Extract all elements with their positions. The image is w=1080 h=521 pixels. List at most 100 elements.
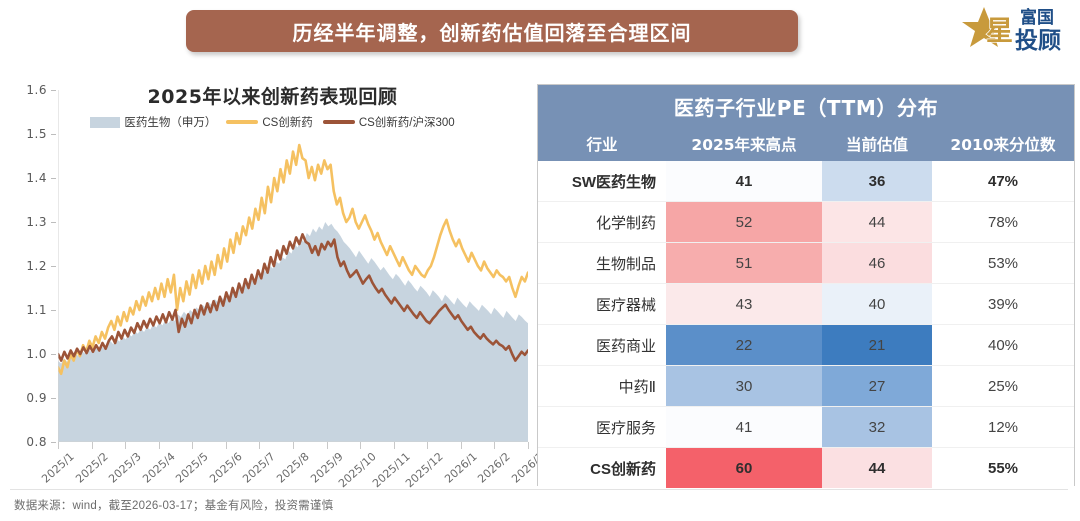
legend-label-brown: CS创新药/沪深300	[358, 117, 455, 129]
cell-percentile: 39%	[932, 284, 1074, 324]
table-row: SW医药生物 41 36 47%	[538, 161, 1074, 202]
x-axis-tick	[58, 442, 59, 449]
legend-label-area: 医药生物（申万）	[124, 117, 217, 129]
x-axis-tick-label: 2025/4	[139, 450, 178, 486]
table-row: CS创新药 60 44 55%	[538, 448, 1074, 488]
cell-percentile: 78%	[932, 202, 1074, 242]
cell-industry: 医药商业	[538, 325, 666, 365]
series-area-医药生物（申万）	[58, 222, 528, 442]
x-axis-tick-label: 2025/1	[39, 450, 77, 486]
x-axis-tick-label: 2026/1	[442, 450, 480, 486]
y-axis-tick-label: 1.0	[26, 347, 47, 361]
x-axis-tick-label: 2025/3	[106, 450, 144, 486]
cell-industry: 生物制品	[538, 243, 666, 283]
cell-high: 41	[666, 407, 822, 447]
x-axis-tick	[460, 442, 462, 449]
x-axis-tick	[326, 442, 328, 449]
x-axis-tick	[259, 442, 261, 449]
legend-item-gold: CS创新药	[226, 114, 313, 130]
x-axis-tick	[91, 442, 93, 449]
y-axis-tick	[51, 398, 56, 399]
x-axis-tick	[158, 442, 160, 449]
legend-swatch-gold-icon	[226, 120, 259, 124]
cell-current: 46	[822, 243, 932, 283]
y-axis: 0.8 0.9 1.0 1.1 1.2 1.3 1.4 1.5 1.6	[10, 83, 56, 449]
series-line-CS创新药/沪深300	[58, 233, 528, 362]
x-axis-tick	[125, 442, 127, 449]
column-header-current: 当前估值	[845, 136, 908, 154]
chart-canvas	[58, 90, 528, 442]
x-axis-tick-label: 2025/7	[240, 450, 279, 486]
table-title: 医药子行业PE（TTM）分布	[673, 95, 939, 120]
cell-high: 52	[666, 202, 822, 242]
legend-label-gold: CS创新药	[262, 117, 313, 129]
cell-current: 36	[822, 161, 932, 201]
table-column-headers: 行业 2025年来高点 当前估值 2010来分位数	[538, 127, 1074, 161]
source-note: 数据来源：wind，截至2026-03-17；基金有风险，投资需谨慎	[14, 500, 334, 512]
table-row: 医药商业 22 21 40%	[538, 325, 1074, 366]
x-axis-tick	[393, 442, 395, 449]
chart-legend: 医药生物（申万） CS创新药 CS创新药/沪深300	[10, 114, 535, 130]
x-axis-tick	[225, 442, 227, 449]
y-axis-tick-label: 1.5	[26, 127, 47, 141]
y-axis-tick	[51, 266, 56, 267]
svg-text:富国: 富国	[1020, 7, 1054, 28]
cell-industry: 化学制药	[538, 202, 666, 242]
cell-high: 41	[666, 161, 822, 201]
x-axis-tick	[293, 442, 294, 449]
x-axis-tick	[494, 442, 496, 449]
svg-text:投顾: 投顾	[1015, 28, 1061, 54]
cell-high: 51	[666, 243, 822, 283]
x-axis-ticks	[58, 442, 529, 450]
svg-text:星: 星	[986, 16, 1013, 47]
column-header-high: 2025年来高点	[691, 136, 797, 154]
x-axis-tick	[427, 442, 429, 449]
cell-percentile: 53%	[932, 243, 1074, 283]
cell-percentile: 55%	[932, 448, 1074, 488]
table-row: 生物制品 51 46 53%	[538, 243, 1074, 284]
banner-title-pill: 历经半年调整，创新药估值回落至合理区间	[186, 10, 798, 52]
cell-industry: 医疗服务	[538, 407, 666, 447]
cell-industry: CS创新药	[538, 448, 666, 488]
y-axis-tick	[51, 442, 56, 443]
x-axis-tick-label: 2025/6	[207, 450, 245, 486]
column-header-percentile: 2010来分位数	[950, 136, 1056, 154]
cell-percentile: 40%	[932, 325, 1074, 365]
x-axis-tick	[360, 442, 362, 449]
legend-item-brown: CS创新药/沪深300	[322, 114, 455, 130]
y-axis-tick-label: 1.3	[26, 215, 47, 229]
table-body: SW医药生物 41 36 47% 化学制药 52 44 78% 生物制品 51 46 53% 医疗器械 4…	[538, 161, 1074, 488]
cell-percentile: 12%	[932, 407, 1074, 447]
x-axis-tick-label: 2025/2	[72, 450, 111, 486]
cell-current: 21	[822, 325, 932, 365]
cell-current: 44	[822, 448, 932, 488]
y-axis-tick	[51, 310, 56, 311]
table-header: 医药子行业PE（TTM）分布 行业 2025年来高点 当前估值 2010来分位数	[538, 85, 1074, 161]
y-axis-tick-label: 1.6	[26, 83, 47, 97]
table-row: 医疗服务 41 32 12%	[538, 407, 1074, 448]
cell-industry: SW医药生物	[538, 161, 666, 201]
x-axis-tick	[192, 442, 194, 449]
y-axis-tick-label: 1.1	[26, 303, 47, 317]
cell-percentile: 47%	[932, 161, 1074, 201]
table-row: 医疗器械 43 40 39%	[538, 284, 1074, 325]
cell-percentile: 25%	[932, 366, 1074, 406]
x-axis-tick-label: 2025/5	[173, 450, 211, 486]
cell-high: 43	[666, 284, 822, 324]
y-axis-tick-label: 1.4	[26, 171, 47, 185]
cell-industry: 中药Ⅱ	[538, 366, 666, 406]
brand-logo: 星 富国 投顾	[962, 3, 1074, 55]
page-title: 历经半年调整，创新药估值回落至合理区间	[292, 20, 692, 45]
y-axis-tick	[51, 134, 56, 135]
table-row: 中药Ⅱ 30 27 25%	[538, 366, 1074, 407]
y-axis-tick	[51, 354, 56, 355]
page-header: 历经半年调整，创新药估值回落至合理区间 星 富国 投顾	[0, 0, 1080, 62]
y-axis-tick	[51, 222, 56, 223]
column-header-industry: 行业	[586, 136, 618, 154]
y-axis-tick	[51, 90, 56, 91]
y-axis-tick-label: 0.8	[26, 435, 47, 449]
x-axis-tick-label: 2025/8	[274, 450, 312, 486]
chart-title: 2025年以来创新药表现回顾	[147, 86, 398, 108]
cell-current: 44	[822, 202, 932, 242]
cell-high: 60	[666, 448, 822, 488]
